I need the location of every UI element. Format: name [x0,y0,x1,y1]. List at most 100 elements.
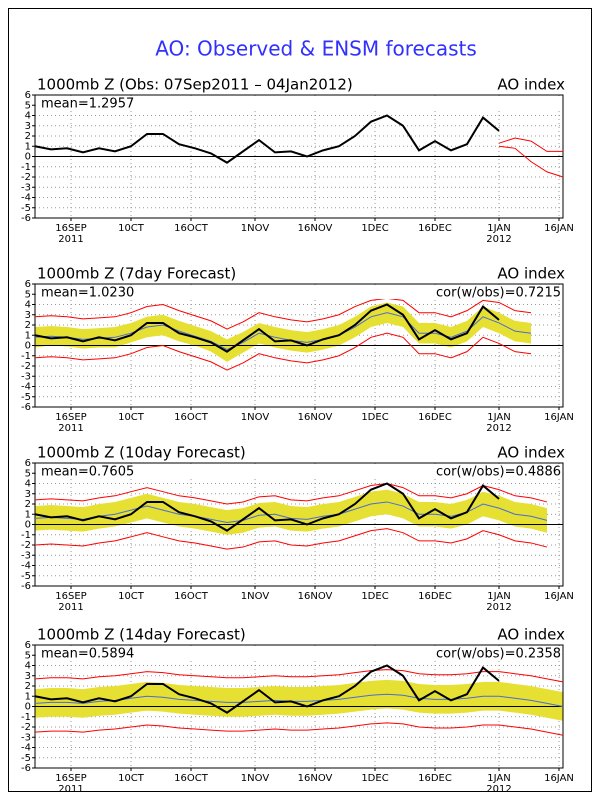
y-tick-label: 6 [25,458,31,469]
y-tick-label: -5 [21,203,31,214]
x-tick-label: 1DEC [361,773,388,784]
y-tick-label: 1 [25,141,31,152]
y-tick-label: 5 [25,468,31,479]
series-line [34,303,500,353]
cor-label: cor(w/obs)=0.2358 [436,647,561,662]
x-tick-label: 16JAN [544,591,574,602]
y-tick-label: 0 [25,702,31,713]
y-tick-label: 6 [25,640,31,651]
x-tick-label: 10CT [118,223,145,234]
y-tick-label: 4 [25,479,31,490]
y-tick-label: 3 [25,121,31,132]
x-tick-label: 10CT [118,773,145,784]
label-box [36,285,562,299]
x-tick-label: 1JAN 2012 [486,223,511,245]
y-tick-label: -6 [21,402,31,413]
series-line [34,669,564,683]
y-tick-label: 5 [25,100,31,111]
y-tick-label: 0 [25,520,31,531]
series-line [34,664,500,714]
y-tick-label: 2 [25,131,31,142]
label-box [36,646,562,660]
panel-title: 1000mb Z (Obs: 07Sep2011 – 04Jan2012) [37,76,353,94]
panel-right-title: AO index [497,626,565,644]
x-tick-label: 16SEP 2011 [55,223,86,245]
x-tick-label: 16DEC [418,773,452,784]
series-line [34,297,532,330]
x-tick-label: 1NOV [241,591,270,602]
x-tick-label: 1JAN 2012 [486,412,511,434]
x-tick-label: 16DEC [418,223,452,234]
series-line [498,145,564,178]
spread-band [35,302,531,362]
series-line [34,114,500,164]
y-tick-label: -4 [21,382,31,393]
x-tick-label: 16SEP 2011 [55,591,86,613]
mean-label: mean=1.2957 [41,97,134,112]
y-tick-label: 3 [25,489,31,500]
y-tick-label: -3 [21,550,31,561]
x-tick-label: 1NOV [241,223,270,234]
x-tick-label: 16SEP 2011 [55,412,86,434]
x-tick-label: 16JAN [544,773,574,784]
frame [8,8,592,792]
y-tick-label: -4 [21,561,31,572]
y-tick-label: 1 [25,509,31,520]
y-tick-label: -5 [21,571,31,582]
x-tick-label: 16NOV [298,591,333,602]
y-tick-label: -1 [21,162,31,173]
plot-frame [34,94,564,219]
x-tick-label: 16DEC [418,591,452,602]
panel: 1000mb Z (14day Forecast) AO index-6-5-4-… [21,626,574,796]
y-tick-label: -5 [21,753,31,764]
panel-right-title: AO index [497,444,565,462]
y-tick-label: -1 [21,530,31,541]
panel-title: 1000mb Z (7day Forecast) [37,265,236,283]
y-tick-label: 3 [25,310,31,321]
panel: 1000mb Z (10day Forecast) AO index-6-5-4-… [21,444,574,614]
spread-band [35,489,547,535]
series-line [34,482,548,505]
panel-title: 1000mb Z (10day Forecast) [37,444,246,462]
x-tick-label: 1JAN 2012 [486,591,511,613]
x-tick-label: 1DEC [361,223,388,234]
mean-label: mean=0.7605 [41,465,134,480]
series-line [34,482,500,532]
y-tick-label: 2 [25,320,31,331]
panel: 1000mb Z (Obs: 07Sep2011 – 04Jan2012) AO … [21,76,574,246]
panel-title: 1000mb Z (14day Forecast) [37,626,246,644]
y-tick-label: -1 [21,712,31,723]
x-tick-label: 16NOV [298,773,333,784]
y-tick-label: -3 [21,732,31,743]
y-tick-label: 6 [25,279,31,290]
label-box [36,96,562,110]
y-tick-label: 0 [25,341,31,352]
cor-label: cor(w/obs)=0.4886 [436,465,561,480]
y-tick-label: 5 [25,289,31,300]
y-tick-label: -2 [21,722,31,733]
y-tick-label: -2 [21,540,31,551]
x-tick-label: 1JAN 2012 [486,773,511,795]
plot-frame [34,462,564,587]
x-tick-label: 1NOV [241,412,270,423]
series-line [498,137,563,152]
y-tick-label: -6 [21,213,31,224]
y-tick-label: 4 [25,300,31,311]
label-box [36,464,562,478]
series-line [34,528,548,550]
y-tick-label: -4 [21,193,31,204]
y-tick-label: -6 [21,763,31,774]
mean-label: mean=1.0230 [41,286,134,301]
y-tick-label: -5 [21,392,31,403]
y-tick-label: 2 [25,681,31,692]
y-tick-label: 2 [25,499,31,510]
x-tick-label: 16OCT [174,412,209,423]
y-tick-label: -4 [21,743,31,754]
y-tick-label: 6 [25,90,31,101]
series-line [34,332,532,371]
page-title: AO: Observed & ENSM forecasts [155,37,477,61]
y-tick-label: -2 [21,361,31,372]
x-tick-label: 16JAN [544,412,574,423]
y-tick-label: -1 [21,351,31,362]
